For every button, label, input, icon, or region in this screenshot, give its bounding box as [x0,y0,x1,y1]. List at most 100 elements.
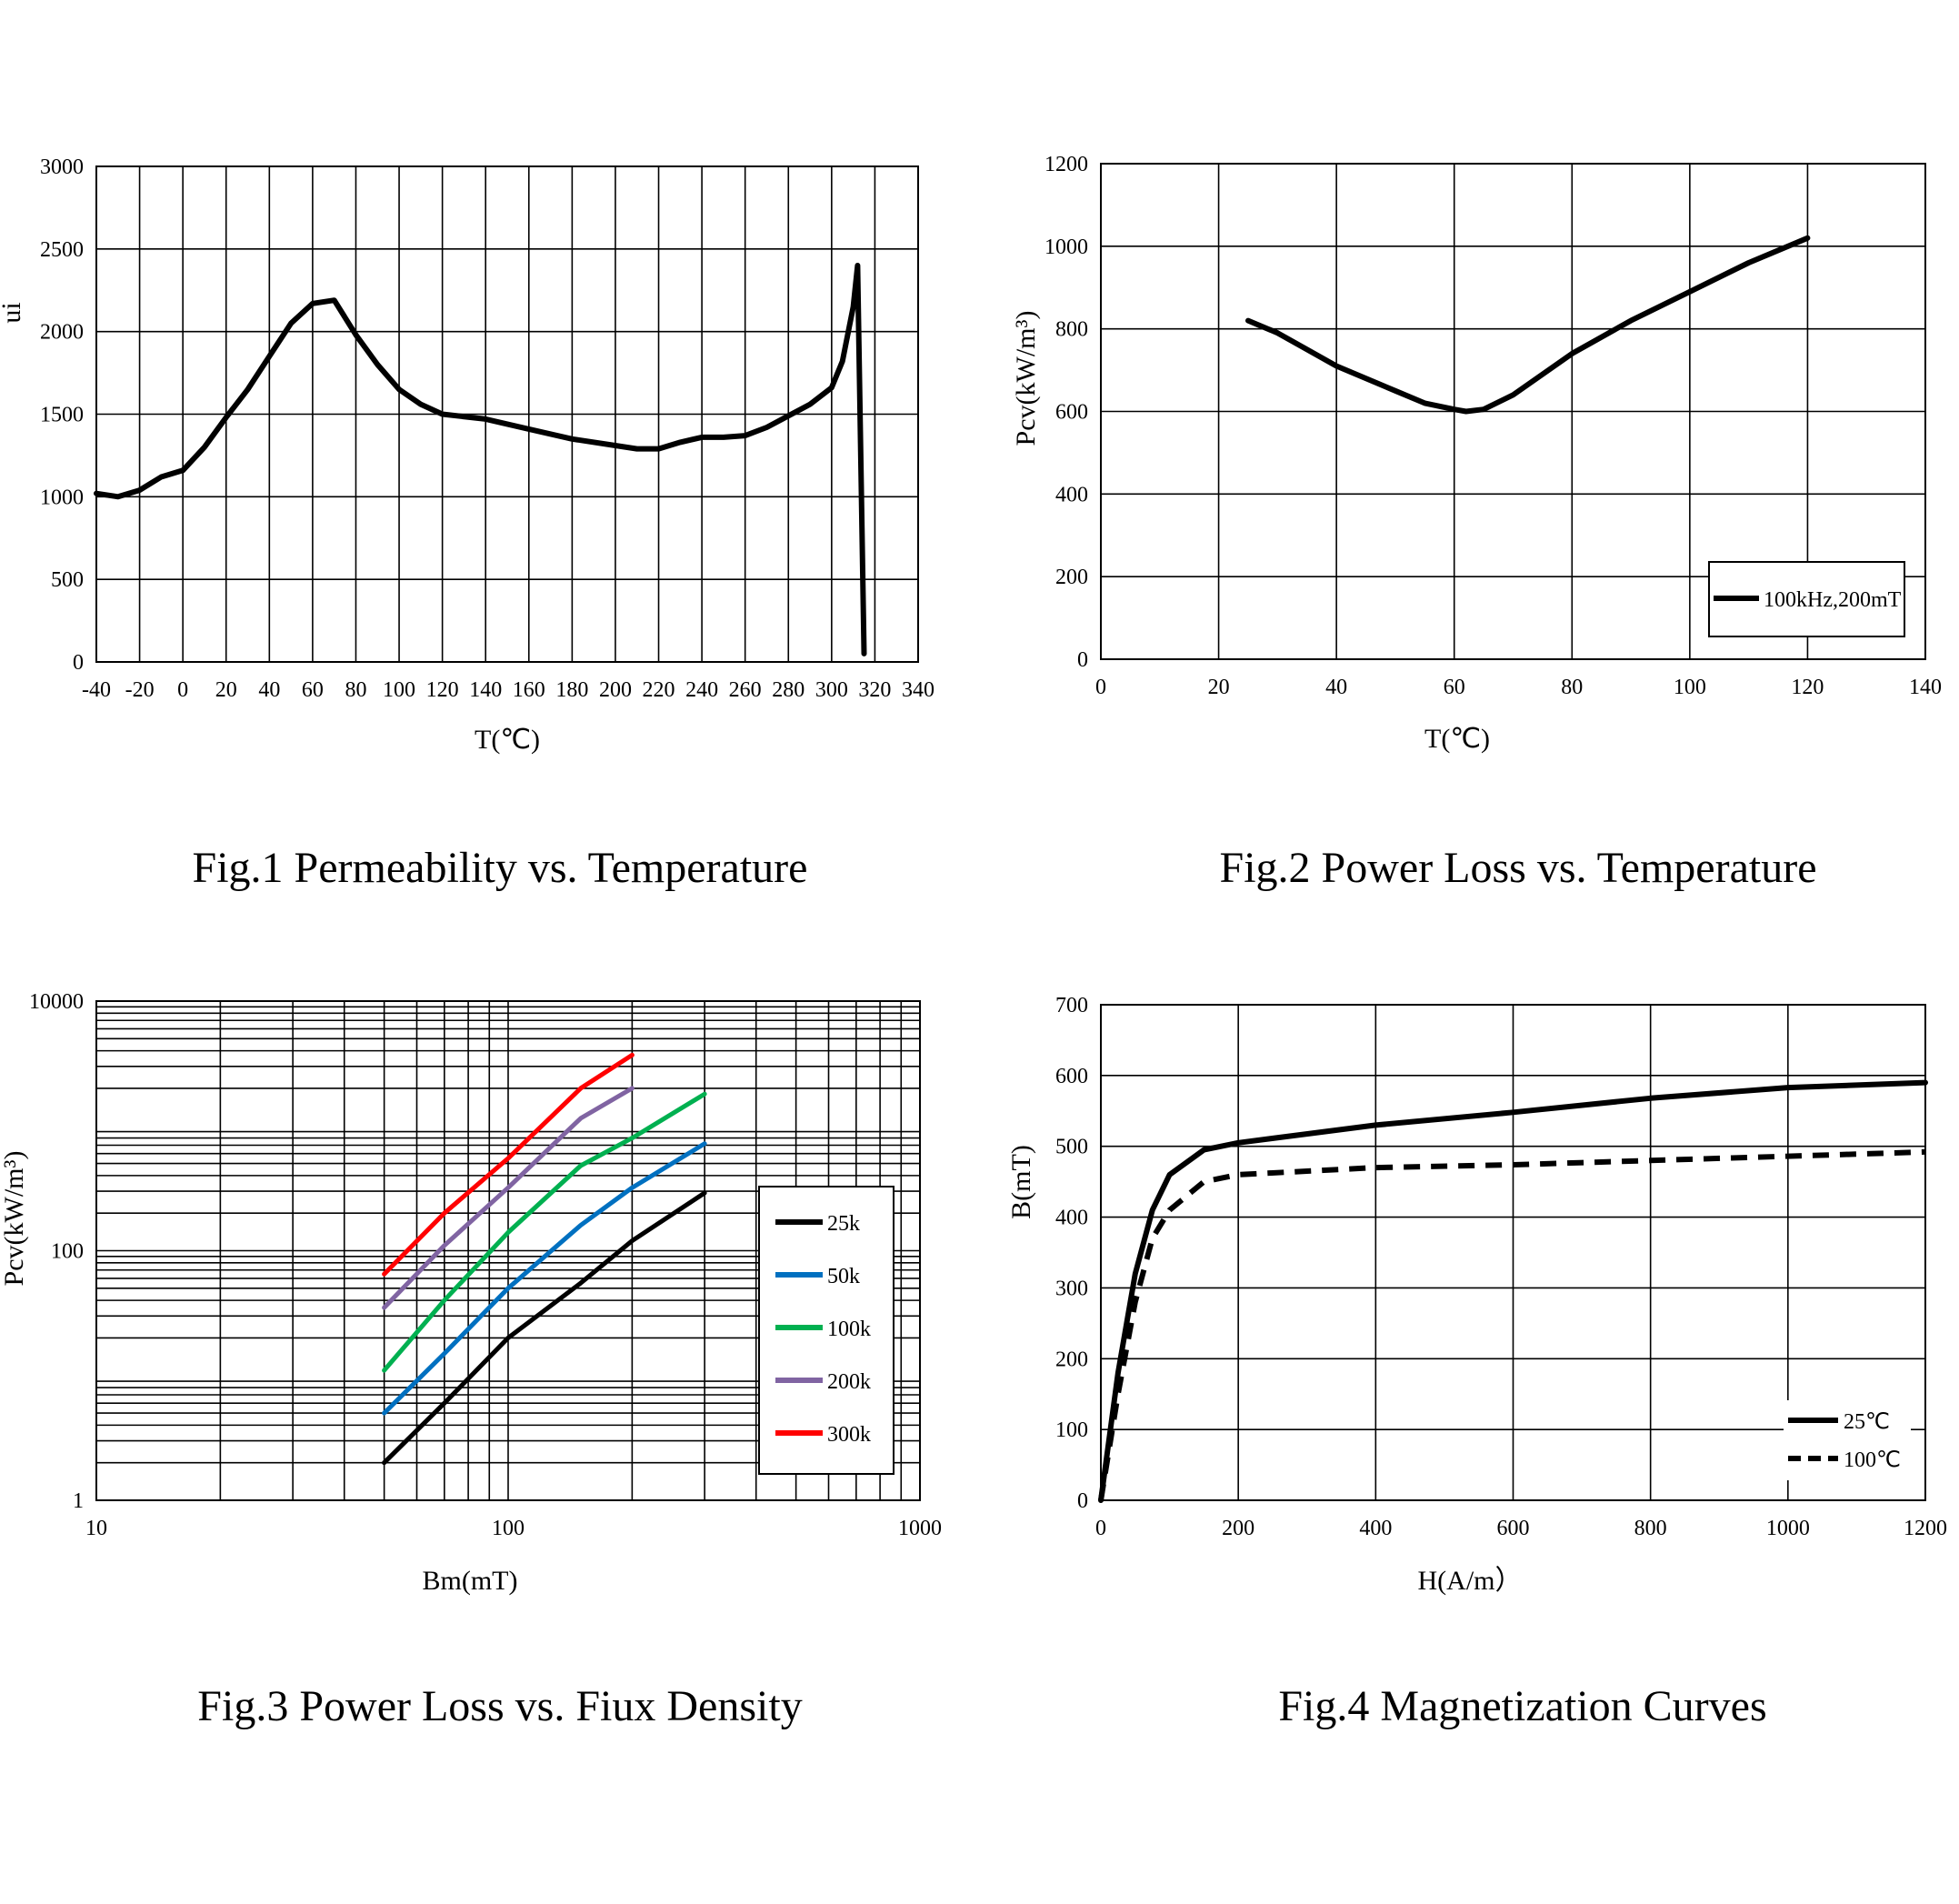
legend-label: 300k [827,1423,871,1447]
x-tick-label: 160 [513,678,545,702]
y-tick-label: 800 [1055,318,1088,342]
x-tick-label: 100 [1674,676,1706,699]
y-tick-label: 200 [1055,1348,1088,1371]
y-tick-label: 10000 [29,990,84,1014]
x-tick-label: 20 [1208,676,1230,699]
y-tick-label: 2000 [40,321,84,345]
x-tick-label: 200 [1222,1517,1254,1540]
series-line-100k [382,1091,707,1373]
y-tick-label: 100 [1055,1418,1088,1442]
x-tick-label: 320 [858,678,891,702]
x-tick-label: 0 [1095,1517,1106,1540]
y-tick-label: 400 [1055,1207,1088,1230]
y-tick-label: 600 [1055,1065,1088,1088]
y-tick-label: 3000 [40,155,84,179]
plot-frame [1100,163,1926,660]
x-tick-label: 80 [345,678,366,702]
x-tick-label: 20 [215,678,237,702]
legend-label: 25℃ [1844,1410,1890,1434]
x-tick-label: 280 [772,678,805,702]
y-tick-label: 1000 [40,486,84,509]
x-tick-label: 800 [1634,1517,1667,1540]
x-tick-label: 140 [1909,676,1942,699]
series-line-100kHz200mT [1245,235,1811,415]
y-tick-label: 0 [1077,1489,1088,1513]
y-tick-label: 0 [1077,648,1088,672]
series-line-50k [382,1141,707,1416]
x-tick-label: 1000 [1766,1517,1810,1540]
y-tick-label: 1500 [40,404,84,427]
x-tick-label: 200 [599,678,632,702]
x-axis-title: H(A/m） [1418,1566,1523,1596]
x-tick-label: -20 [125,678,155,702]
x-tick-label: 60 [1444,676,1465,699]
legend: 25℃ 100℃ [1784,1400,1911,1480]
x-axis-title: Bm(mT) [423,1566,518,1596]
x-tick-label: 1200 [1904,1517,1947,1540]
fig1-permeability-chart: -40 -20 0 20 40 60 80 100 120 140 160 180 200 220 240 2… [0,155,935,755]
plot-frame [1100,1004,1926,1501]
legend-label: 25k [827,1212,860,1236]
y-tick-label: 300 [1055,1277,1088,1300]
fig3-power-loss-flux-density-chart: 10 100 1000 1 100 10000 Bm(mT) Pcv(kW/m³) 25k 50k… [0,990,942,1596]
x-tick-label: 340 [902,678,935,702]
legend-label: 100k [827,1318,871,1341]
x-tick-label: 100 [492,1517,525,1540]
fig2-caption: Fig.2 Power Loss vs. Temperature [1220,844,1817,892]
series-line-ui [94,263,867,656]
fig4-caption: Fig.4 Magnetization Curves [1278,1682,1766,1730]
y-tick-label: 400 [1055,483,1088,506]
y-tick-label: 600 [1055,401,1088,425]
fig4-magnetization-curves-chart: 0 200 400 600 800 1000 1200 0 100 200 300 400 500 600… [1006,994,1947,1596]
y-tick-label: 0 [73,651,84,675]
x-tick-label: 40 [258,678,280,702]
grid [95,165,919,663]
y-axis-title: Pcv(kW/m³) [1011,311,1041,446]
x-tick-label: 400 [1359,1517,1392,1540]
x-tick-label: 120 [426,678,459,702]
y-tick-label: 500 [51,568,84,592]
x-tick-label: 180 [555,678,588,702]
x-axis-title: T(℃) [1424,724,1490,754]
legend-label: 200k [827,1370,871,1394]
y-tick-label: 1200 [1044,153,1088,176]
x-tick-label: 300 [815,678,848,702]
x-tick-label: 100 [383,678,415,702]
y-tick-label: 1000 [1044,235,1088,259]
y-tick-label: 500 [1055,1136,1088,1159]
legend: 100kHz,200mT [1708,561,1905,637]
x-tick-label: 60 [302,678,324,702]
y-tick-label: 200 [1055,566,1088,589]
y-tick-label: 1 [73,1489,84,1513]
series-line-300k [382,1052,635,1277]
series-line-25k [382,1190,707,1466]
y-tick-label: 100 [51,1240,84,1264]
fig3-caption: Fig.3 Power Loss vs. Fiux Density [197,1682,802,1730]
fig2-power-loss-temperature-chart: 0 20 40 60 80 100 120 140 0 200 400 600 800 1000 1200 T… [1011,153,1942,754]
x-tick-label: 0 [177,678,188,702]
x-tick-label: 140 [469,678,502,702]
y-axis-title: B(mT) [1006,1145,1036,1219]
y-axis-title: ui [0,302,26,323]
x-tick-label: 600 [1497,1517,1530,1540]
x-tick-label: 220 [643,678,675,702]
series-line-25 [1098,1079,1928,1503]
legend-box [1784,1400,1911,1480]
plot-frame [95,1000,921,1501]
legend-label: 50k [827,1265,860,1288]
fig1-caption: Fig.1 Permeability vs. Temperature [193,844,808,892]
series-line-100 [1098,1148,1926,1501]
plot-frame [95,165,919,663]
legend-label: 100℃ [1844,1448,1901,1472]
x-tick-label: 1000 [898,1517,942,1540]
series-line-200k [382,1086,635,1310]
x-axis-title: T(℃) [475,725,540,755]
x-tick-label: 0 [1095,676,1106,699]
y-axis-title: Pcv(kW/m³) [0,1151,29,1287]
x-tick-label: 10 [85,1517,107,1540]
x-tick-label: -40 [82,678,111,702]
x-tick-label: 40 [1325,676,1347,699]
y-tick-label: 700 [1055,994,1088,1017]
legend: 25k 50k 100k 200k 300k [758,1186,895,1475]
